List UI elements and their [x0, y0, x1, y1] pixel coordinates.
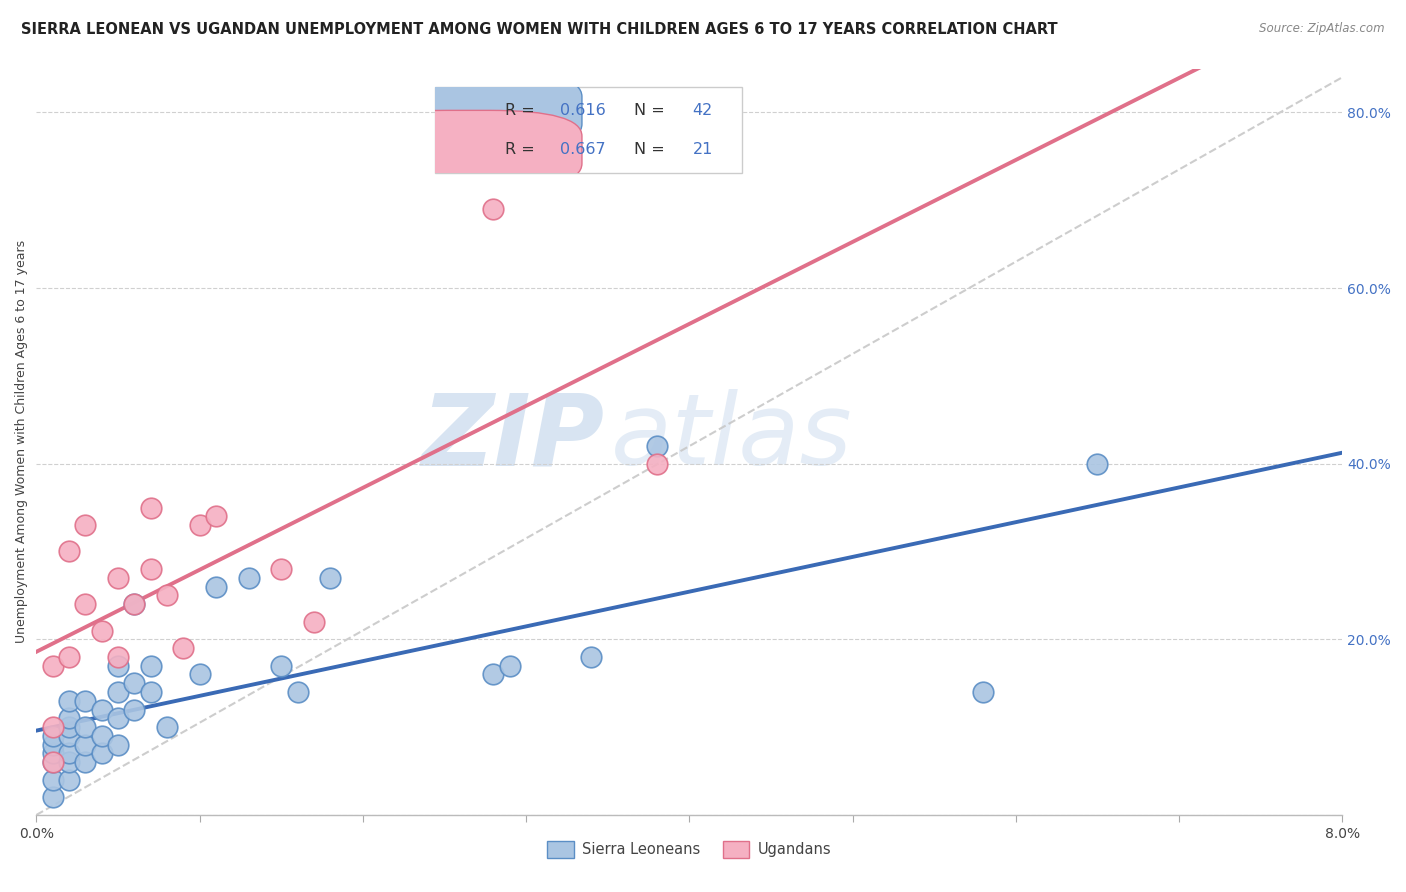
Point — [581, 649, 603, 664]
Point — [107, 685, 129, 699]
Point — [41, 720, 63, 734]
Point — [75, 597, 97, 611]
Point — [188, 667, 211, 681]
Y-axis label: Unemployment Among Women with Children Ages 6 to 17 years: Unemployment Among Women with Children A… — [15, 240, 28, 643]
Point — [58, 649, 80, 664]
Point — [302, 615, 325, 629]
Point — [482, 202, 505, 216]
Point — [90, 702, 112, 716]
Point — [270, 562, 292, 576]
Point — [287, 685, 309, 699]
Text: ZIP: ZIP — [422, 390, 605, 486]
Point — [124, 676, 146, 690]
Point — [499, 658, 522, 673]
Point — [41, 738, 63, 752]
Point — [172, 641, 194, 656]
Point — [139, 562, 162, 576]
Point — [58, 720, 80, 734]
Point — [58, 747, 80, 761]
Point — [139, 685, 162, 699]
Point — [124, 702, 146, 716]
Point — [124, 597, 146, 611]
Point — [75, 694, 97, 708]
Point — [645, 439, 668, 453]
Point — [41, 729, 63, 743]
Point — [58, 694, 80, 708]
Text: Source: ZipAtlas.com: Source: ZipAtlas.com — [1260, 22, 1385, 36]
Point — [270, 658, 292, 673]
Point — [139, 500, 162, 515]
Point — [107, 711, 129, 725]
Point — [41, 747, 63, 761]
Point — [90, 729, 112, 743]
Point — [58, 544, 80, 558]
Point — [107, 658, 129, 673]
Text: atlas: atlas — [612, 390, 852, 486]
Point — [1087, 457, 1109, 471]
Point — [90, 624, 112, 638]
Point — [75, 738, 97, 752]
Point — [75, 518, 97, 533]
Point — [58, 756, 80, 770]
Point — [156, 720, 179, 734]
Point — [139, 658, 162, 673]
Point — [41, 658, 63, 673]
Point — [58, 711, 80, 725]
Point — [41, 756, 63, 770]
Point — [188, 518, 211, 533]
Point — [75, 720, 97, 734]
Text: SIERRA LEONEAN VS UGANDAN UNEMPLOYMENT AMONG WOMEN WITH CHILDREN AGES 6 TO 17 YE: SIERRA LEONEAN VS UGANDAN UNEMPLOYMENT A… — [21, 22, 1057, 37]
Point — [107, 649, 129, 664]
Point — [90, 747, 112, 761]
Legend: Sierra Leoneans, Ugandans: Sierra Leoneans, Ugandans — [541, 835, 837, 863]
Point — [238, 571, 260, 585]
Point — [41, 756, 63, 770]
Point — [75, 756, 97, 770]
Point — [156, 588, 179, 602]
Point — [205, 580, 228, 594]
Point — [319, 571, 342, 585]
Point — [58, 729, 80, 743]
Point — [482, 667, 505, 681]
Point — [107, 571, 129, 585]
Point — [645, 457, 668, 471]
Point — [41, 790, 63, 805]
Point — [58, 772, 80, 787]
Point — [124, 597, 146, 611]
Point — [41, 772, 63, 787]
Point — [972, 685, 994, 699]
Point — [205, 509, 228, 524]
Point — [107, 738, 129, 752]
